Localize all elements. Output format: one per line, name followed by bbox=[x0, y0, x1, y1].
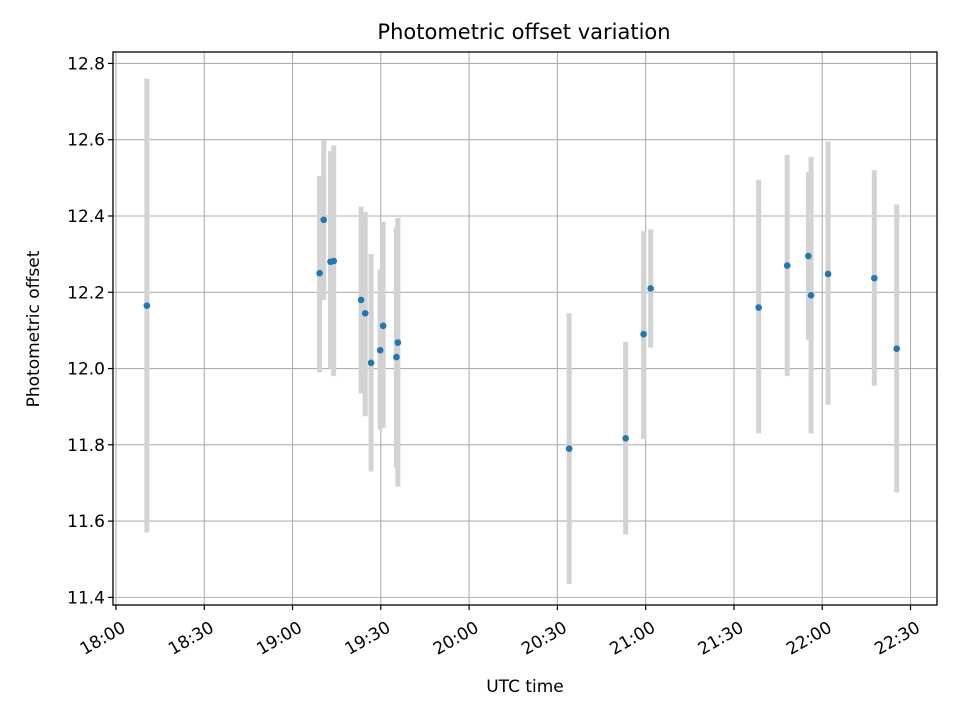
data-point bbox=[647, 285, 654, 292]
data-point bbox=[379, 322, 387, 330]
data-point bbox=[143, 302, 151, 309]
y-tick-label: 11.8 bbox=[67, 436, 105, 456]
data-point bbox=[394, 339, 402, 346]
y-tick-label: 12.0 bbox=[67, 360, 105, 380]
data-point bbox=[316, 269, 323, 277]
data-point bbox=[640, 330, 647, 338]
data-points bbox=[143, 216, 900, 452]
data-point bbox=[565, 445, 573, 452]
y-tick-label: 12.4 bbox=[67, 207, 105, 227]
grid bbox=[113, 52, 937, 605]
y-tick-label: 12.6 bbox=[67, 131, 105, 151]
y-axis-ticks: 11.4 11.6 11.8 12.0 12.2 12.4 12.6 12.8 bbox=[67, 54, 113, 608]
y-axis-label: Photometric offset bbox=[24, 250, 44, 407]
data-point bbox=[805, 252, 812, 260]
data-point bbox=[783, 262, 791, 269]
data-point bbox=[807, 292, 815, 299]
data-point bbox=[893, 345, 900, 353]
data-point bbox=[367, 359, 375, 367]
data-point bbox=[376, 346, 384, 354]
data-point bbox=[871, 274, 878, 282]
data-point bbox=[824, 270, 832, 278]
data-point bbox=[622, 435, 629, 442]
data-point bbox=[357, 296, 365, 304]
data-point bbox=[755, 304, 762, 311]
data-point bbox=[330, 257, 338, 265]
y-tick-label: 12.2 bbox=[67, 283, 105, 303]
y-tick-label: 11.4 bbox=[67, 588, 105, 608]
x-axis-label: UTC time bbox=[486, 677, 564, 697]
plot-area-frame bbox=[112, 51, 938, 606]
data-point bbox=[393, 353, 400, 361]
chart-title: Photometric offset variation bbox=[377, 20, 670, 44]
y-tick-label: 12.8 bbox=[67, 54, 105, 74]
data-point bbox=[361, 309, 369, 317]
data-point bbox=[320, 216, 328, 224]
y-tick-label: 11.6 bbox=[67, 512, 105, 532]
